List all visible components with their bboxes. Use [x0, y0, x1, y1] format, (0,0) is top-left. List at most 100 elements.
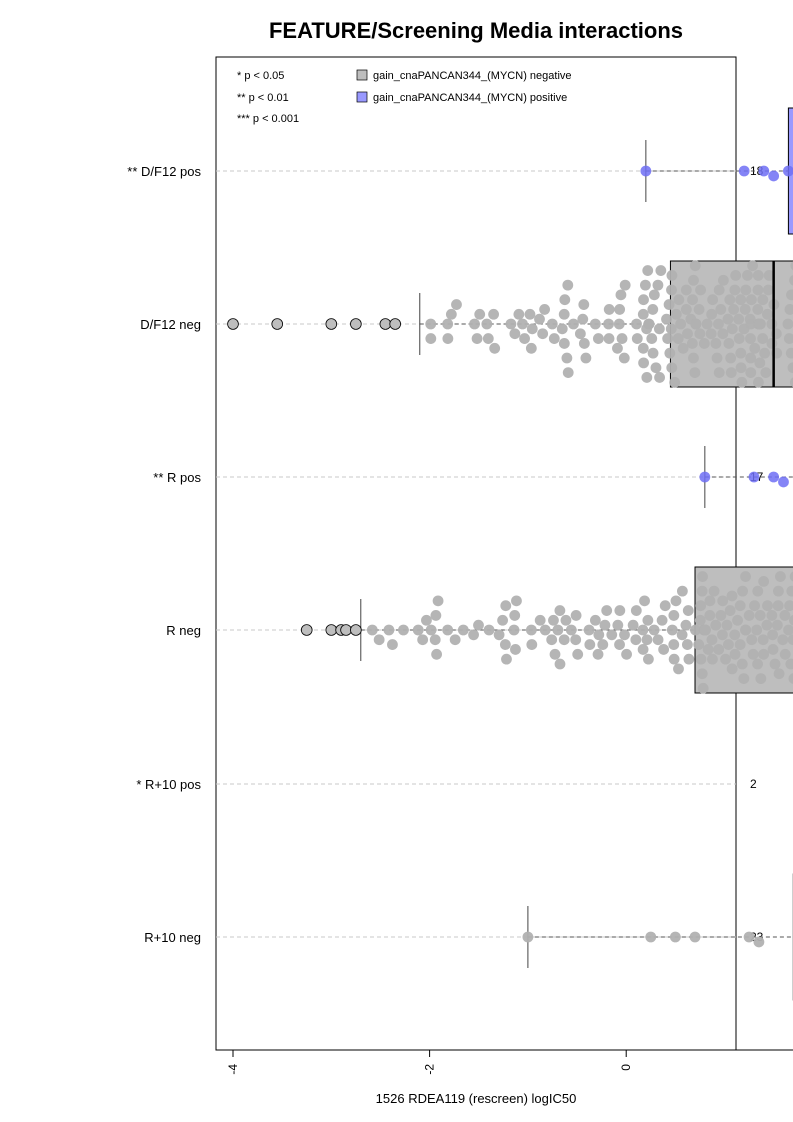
data-point [717, 629, 728, 641]
data-point [696, 585, 708, 597]
data-point [597, 639, 609, 650]
data-point [676, 585, 688, 597]
data-point [761, 619, 773, 631]
data-point [639, 595, 650, 607]
data-point [680, 619, 692, 631]
x-tick-label: 0 [619, 1064, 633, 1071]
data-point [666, 270, 678, 281]
data-point [694, 328, 706, 340]
data-point [690, 318, 702, 330]
data-point [745, 318, 757, 330]
data-point [641, 372, 653, 383]
data-point [706, 308, 718, 320]
data-point [654, 372, 665, 383]
data-point [546, 634, 558, 646]
data-point [767, 629, 779, 641]
data-point [682, 328, 693, 340]
data-point [766, 338, 778, 349]
data-point [599, 619, 611, 631]
data-point [664, 347, 676, 359]
data-point [786, 585, 793, 597]
data-point [589, 614, 601, 626]
legend-label-negative: gain_cnaPANCAN344_(MYCN) negative [373, 70, 572, 82]
data-point [762, 600, 773, 612]
data-point [539, 624, 551, 636]
data-point [754, 610, 766, 621]
data-point [552, 624, 564, 636]
data-point [759, 347, 771, 359]
data-point [497, 614, 509, 626]
data-point [788, 673, 793, 684]
data-point [412, 624, 424, 636]
data-point [539, 304, 551, 315]
data-point [559, 294, 571, 306]
data-point [425, 624, 437, 636]
data-point [554, 605, 566, 616]
data-point [445, 308, 457, 320]
data-point [726, 323, 738, 335]
data-point [734, 600, 746, 612]
data-point [387, 639, 398, 650]
data-point [783, 624, 793, 636]
data-point [735, 347, 747, 359]
data-point [606, 629, 618, 641]
data-point [469, 318, 480, 330]
data-point [758, 648, 770, 660]
data-point [558, 308, 570, 320]
data-point [713, 367, 725, 378]
data-point [740, 624, 752, 636]
sig-legend-2: ** p < 0.01 [237, 92, 289, 104]
data-point [752, 284, 764, 296]
data-point [583, 624, 595, 636]
data-point [779, 648, 791, 660]
data-point [614, 639, 625, 650]
data-point [753, 376, 764, 388]
data-point [762, 284, 774, 296]
data-point [646, 333, 658, 344]
data-point [398, 624, 409, 636]
category-label: * R+10 pos [136, 777, 201, 792]
data-point [432, 595, 444, 607]
data-point [680, 284, 692, 296]
data-point [753, 936, 765, 948]
data-point [724, 294, 736, 306]
data-point [704, 595, 716, 607]
data-point [471, 333, 483, 344]
data-point [713, 644, 725, 655]
data-point [789, 275, 793, 286]
data-point [500, 600, 512, 612]
outlier-point [340, 624, 352, 636]
data-point [735, 362, 747, 374]
data-point [736, 376, 748, 388]
data-point [526, 323, 538, 335]
data-point [710, 338, 722, 349]
data-point [637, 644, 649, 655]
data-point [612, 619, 624, 631]
data-point [638, 357, 649, 369]
data-point [752, 270, 764, 281]
data-point [562, 367, 574, 378]
data-point [746, 294, 757, 306]
data-point [715, 610, 727, 621]
x-tick-label: -2 [423, 1064, 437, 1075]
legend-swatch-negative [356, 69, 368, 81]
data-point [457, 624, 469, 636]
x-tick-label: -4 [226, 1064, 240, 1075]
data-point [451, 299, 462, 310]
data-point [499, 639, 511, 650]
data-point [680, 304, 692, 315]
data-point [706, 634, 718, 646]
data-point [726, 590, 738, 602]
data-point [717, 328, 729, 340]
data-point [425, 318, 437, 330]
data-point [631, 333, 643, 344]
data-point [749, 342, 761, 354]
data-point [682, 605, 694, 616]
data-point [696, 668, 708, 680]
data-point [789, 615, 793, 626]
data-point [766, 318, 778, 330]
data-point [637, 308, 649, 320]
data-point [442, 624, 454, 636]
data-point [789, 571, 793, 582]
data-point [659, 600, 671, 612]
